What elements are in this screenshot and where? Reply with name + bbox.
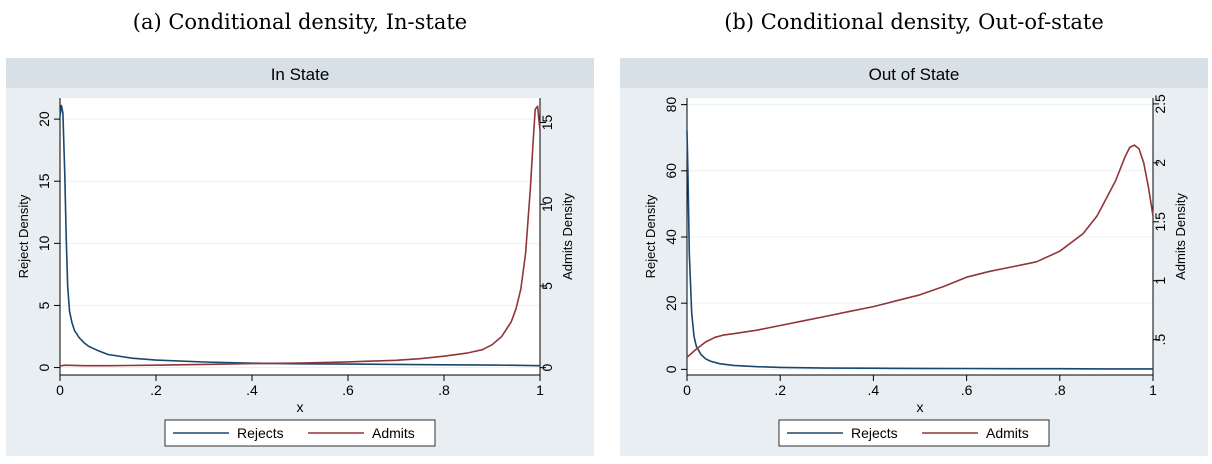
y-tick-label-left: 80	[663, 97, 679, 113]
y-tick-label-right: 0	[539, 364, 555, 372]
x-tick-label: 1	[536, 382, 544, 398]
x-tick-label: 0	[683, 382, 691, 398]
y-tick-label-right: 2	[1152, 159, 1168, 167]
series-line-rejects	[686, 131, 1153, 370]
series-line-rejects	[59, 104, 541, 367]
x-tick-label: .8	[438, 382, 450, 398]
x-tick-label: .4	[868, 382, 880, 398]
x-tick-label: .2	[150, 382, 162, 398]
chart-title: In State	[271, 65, 330, 84]
y-tick-label-left: 0	[36, 363, 52, 371]
y-tick-label-right: 1.5	[1152, 212, 1168, 232]
chart-out-of-state: Out of State 0 .2 .4 .6 .8 1 x 0 20 40 60 80 Reject D…	[620, 58, 1208, 456]
y-tick-label-right: 2.5	[1152, 94, 1168, 114]
legend-label-admits: Admits	[986, 425, 1029, 441]
y-tick-label-left: 20	[663, 295, 679, 311]
title-band	[6, 58, 594, 88]
legend-label-rejects: Rejects	[237, 425, 284, 441]
chart-title: Out of State	[869, 65, 960, 84]
title-band	[620, 58, 1208, 88]
y-axis-label-right: Admits Density	[560, 193, 575, 280]
y-tick-label-right: .5	[1152, 334, 1168, 346]
x-tick-label: 0	[56, 382, 64, 398]
y-tick-label-left: 15	[36, 173, 52, 189]
series-line-admits	[686, 144, 1154, 358]
chart-in-state: In State 0 .2 .4 .6 .8 1 x 0 5 10 15 20 Reject Densit…	[6, 58, 594, 456]
x-axis-label: x	[297, 399, 304, 415]
x-axis-label: x	[917, 399, 924, 415]
y-axis-label-right: Admits Density	[1173, 193, 1188, 280]
panel-a-caption: (a) Conditional density, In-state	[132, 10, 468, 34]
legend-label-rejects: Rejects	[851, 425, 898, 441]
x-tick-label: .8	[1054, 382, 1066, 398]
y-tick-label-left: 10	[36, 235, 52, 251]
y-tick-label-left: 40	[663, 229, 679, 245]
legend-label-admits: Admits	[372, 425, 415, 441]
y-tick-label-left: 60	[663, 163, 679, 179]
y-tick-label-left: 20	[36, 111, 52, 127]
panel-b-caption: (b) Conditional density, Out-of-state	[724, 10, 1104, 34]
y-tick-label-left: 0	[663, 365, 679, 373]
y-axis-label-left: Reject Density	[16, 194, 31, 278]
y-tick-label-right: 1	[1152, 277, 1168, 285]
x-tick-label: .6	[961, 382, 973, 398]
series-line-admits	[59, 105, 541, 367]
y-tick-label-right: 15	[539, 115, 555, 131]
x-tick-label: 1	[1149, 382, 1157, 398]
x-tick-label: .2	[774, 382, 786, 398]
y-tick-label-right: 5	[539, 282, 555, 290]
plot-area	[60, 98, 540, 375]
x-tick-label: .4	[246, 382, 258, 398]
y-tick-label-left: 5	[36, 301, 52, 309]
x-tick-label: .6	[342, 382, 354, 398]
y-axis-label-left: Reject Density	[643, 194, 658, 278]
y-tick-label-right: 10	[539, 196, 555, 212]
